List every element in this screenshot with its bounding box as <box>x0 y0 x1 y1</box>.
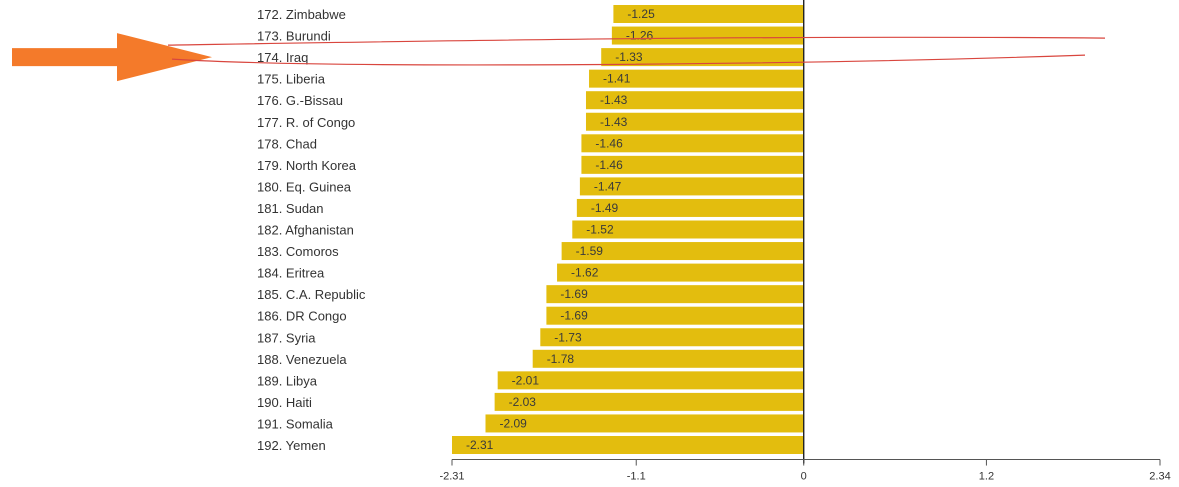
category-label: 182. Afghanistan <box>257 223 354 238</box>
bar-value-label: -1.46 <box>595 136 623 150</box>
bar <box>611 26 804 45</box>
bar-value-label: -1.73 <box>554 330 582 344</box>
category-label: 178. Chad <box>257 136 317 151</box>
category-label: 175. Liberia <box>257 72 326 87</box>
bar <box>585 91 804 110</box>
bar <box>546 306 804 325</box>
category-label: 191. Somalia <box>257 416 334 431</box>
category-label: 192. Yemen <box>257 438 326 453</box>
bar-value-label: -1.59 <box>576 244 604 258</box>
bar <box>497 371 804 390</box>
bar <box>585 112 804 131</box>
x-tick-label: -1.1 <box>627 471 646 483</box>
bar <box>540 328 804 347</box>
highlight-outline-top <box>167 36 1106 46</box>
x-axis: -2.31 -1.1 0 1.2 2.34 <box>439 0 1171 483</box>
bar-value-label: -1.69 <box>560 309 588 323</box>
highlight-arrow-icon <box>12 33 212 82</box>
x-tick-label: 0 <box>801 471 807 483</box>
bar <box>579 177 804 196</box>
category-label: 179. North Korea <box>257 158 357 173</box>
bar <box>613 5 804 23</box>
category-label: 186. DR Congo <box>257 309 347 324</box>
bar-value-label: -1.47 <box>594 179 622 193</box>
bar <box>581 155 804 174</box>
bar-value-label: -1.33 <box>615 50 643 64</box>
bar <box>581 134 804 153</box>
x-tick-label: -2.31 <box>439 471 464 483</box>
category-label: 187. Syria <box>257 330 316 345</box>
bar-value-label: -1.41 <box>603 72 631 86</box>
bar <box>485 414 804 433</box>
bar-value-label: -1.46 <box>595 158 623 172</box>
bar <box>452 436 804 454</box>
bar <box>494 392 804 411</box>
x-tick-label: 1.2 <box>979 471 994 483</box>
bar <box>572 220 804 239</box>
category-label: 184. Eritrea <box>257 266 325 281</box>
bar <box>532 349 804 368</box>
bar-value-label: -1.49 <box>591 201 619 215</box>
bar-value-label: -2.03 <box>509 395 537 409</box>
category-label: 176. G.-Bissau <box>257 93 343 108</box>
category-label: 173. Burundi <box>257 29 331 44</box>
category-label: 183. Comoros <box>257 244 339 259</box>
category-labels-group: 172. Zimbabwe 173. Burundi 174. Iraq 175. L… <box>257 7 366 453</box>
bar <box>589 69 804 88</box>
category-label: 190. Haiti <box>257 395 312 410</box>
bar-value-label: -1.43 <box>600 93 628 107</box>
annotation-group <box>12 33 1106 82</box>
category-label: 180. Eq. Guinea <box>257 179 352 194</box>
category-label: 181. Sudan <box>257 201 324 216</box>
bar-value-label: -1.25 <box>627 7 655 21</box>
category-label: 185. C.A. Republic <box>257 287 366 302</box>
bar-value-label: -1.62 <box>571 266 599 280</box>
highlight-outline-bottom <box>171 54 1086 66</box>
category-label: 188. Venezuela <box>257 352 347 367</box>
bar <box>546 285 804 304</box>
category-label: 172. Zimbabwe <box>257 7 346 22</box>
bar-value-label: -2.09 <box>499 416 527 430</box>
bar <box>561 242 804 261</box>
bar <box>576 198 804 217</box>
bar-value-label: -1.78 <box>547 352 575 366</box>
bar-value-label: -1.52 <box>586 223 614 237</box>
x-tick-label: 2.34 <box>1149 471 1170 483</box>
category-label: 189. Libya <box>257 373 318 388</box>
category-label: 174. Iraq <box>257 50 308 65</box>
bars-group: -1.25 -1.26 -1.33 -1.41 -1.43 -1.43 -1.46 -1.46… <box>452 5 804 454</box>
bar <box>557 263 804 282</box>
bar-value-label: -2.31 <box>466 438 494 452</box>
bar-value-label: -2.01 <box>512 373 540 387</box>
bar-value-label: -1.69 <box>560 287 588 301</box>
category-label: 177. R. of Congo <box>257 115 355 130</box>
bar <box>601 48 804 67</box>
bar-value-label: -1.43 <box>600 115 628 129</box>
bar-value-label: -1.26 <box>626 29 654 43</box>
